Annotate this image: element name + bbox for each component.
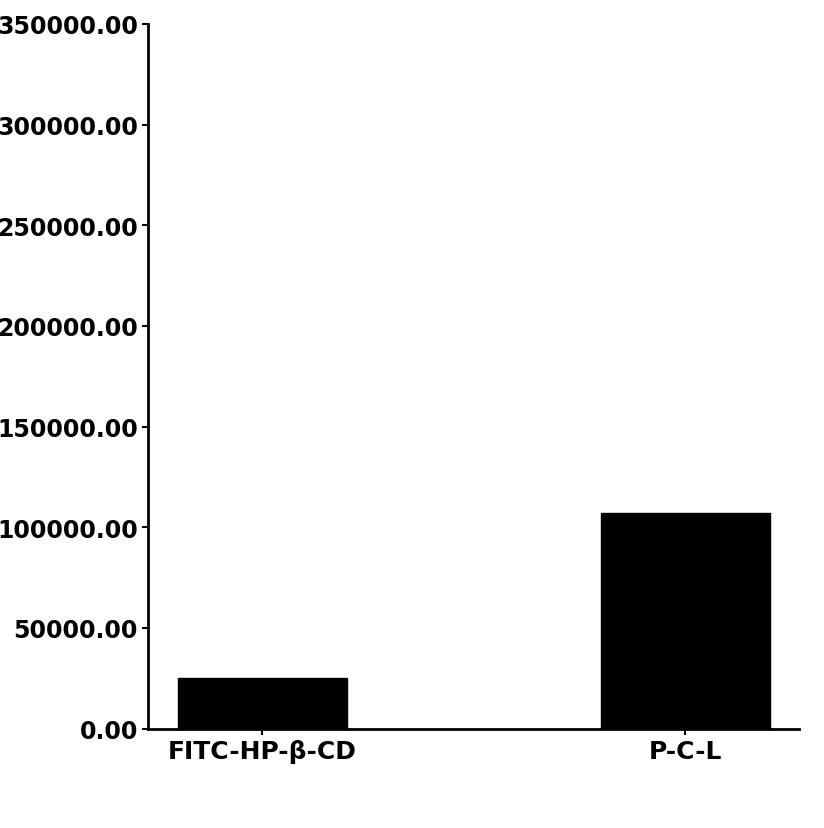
Bar [601, 513, 770, 729]
Bar [178, 678, 347, 729]
